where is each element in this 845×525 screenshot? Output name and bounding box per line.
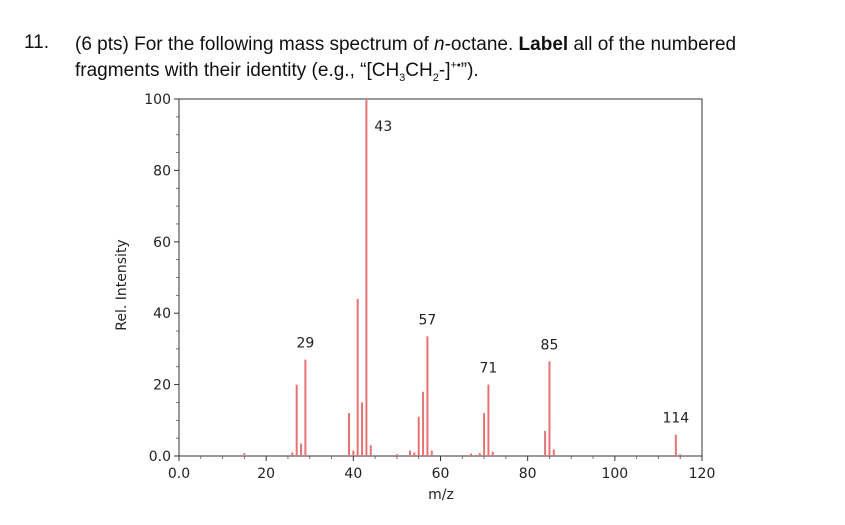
peak-bars bbox=[243, 99, 682, 456]
plot-frame bbox=[178, 98, 703, 457]
question-points: (6 pts) bbox=[75, 34, 129, 55]
x-tick-label: 120 bbox=[689, 466, 716, 482]
x-tick-label: 100 bbox=[601, 466, 628, 482]
subscript: 3 bbox=[399, 71, 406, 84]
question-text-part: all of the numbered bbox=[568, 34, 737, 55]
peak-label-57: 57 bbox=[419, 312, 437, 328]
question-block: 11. (6 pts) For the following mass spect… bbox=[0, 30, 845, 86]
peak-label-71: 71 bbox=[480, 361, 498, 377]
question-text-part: For the following mass spectrum of bbox=[128, 34, 435, 55]
subscript: 2 bbox=[432, 71, 439, 84]
question-text-part: fragments with their identity (e.g., “[C… bbox=[75, 60, 400, 81]
question-text-part: -] bbox=[438, 60, 451, 81]
x-tick-label: 20 bbox=[257, 466, 275, 482]
question-text-part: CH bbox=[405, 60, 433, 81]
x-tick-label: 40 bbox=[344, 466, 362, 482]
peak-label-29: 29 bbox=[296, 336, 314, 352]
peak-label-114: 114 bbox=[662, 411, 689, 427]
peak-label-43: 43 bbox=[374, 119, 392, 135]
y-tick-label: 80 bbox=[153, 163, 171, 179]
y-tick-label: 100 bbox=[144, 92, 171, 108]
label-keyword: Label bbox=[518, 34, 569, 55]
y-tick-label: 20 bbox=[153, 378, 171, 394]
superscript: +• bbox=[450, 59, 461, 72]
plot-border bbox=[178, 98, 703, 457]
x-tick-label: 0.0 bbox=[168, 466, 190, 482]
y-axis: 0.0 20 40 60 80 100 bbox=[144, 92, 179, 465]
y-tick-label: 60 bbox=[153, 235, 171, 251]
y-tick-label: 40 bbox=[153, 306, 171, 322]
x-axis: 0.0 20 40 60 80 100 120 bbox=[168, 456, 716, 482]
n-prefix: n bbox=[434, 34, 445, 55]
question-text-part: ”). bbox=[460, 60, 479, 81]
question-number: 11. bbox=[24, 32, 50, 53]
y-axis-label: Rel. Intensity bbox=[114, 239, 130, 330]
peak-labels: 29 43 57 71 85 114 bbox=[296, 119, 689, 427]
question-text: (6 pts) For the following mass spectrum … bbox=[75, 32, 815, 84]
x-tick-label: 80 bbox=[519, 466, 537, 482]
x-tick-label: 60 bbox=[432, 466, 450, 482]
peak-label-85: 85 bbox=[541, 337, 559, 353]
x-axis-label: m/z bbox=[428, 487, 454, 503]
y-tick-label: 0.0 bbox=[149, 449, 171, 465]
question-text-part: -octane. bbox=[444, 34, 519, 55]
